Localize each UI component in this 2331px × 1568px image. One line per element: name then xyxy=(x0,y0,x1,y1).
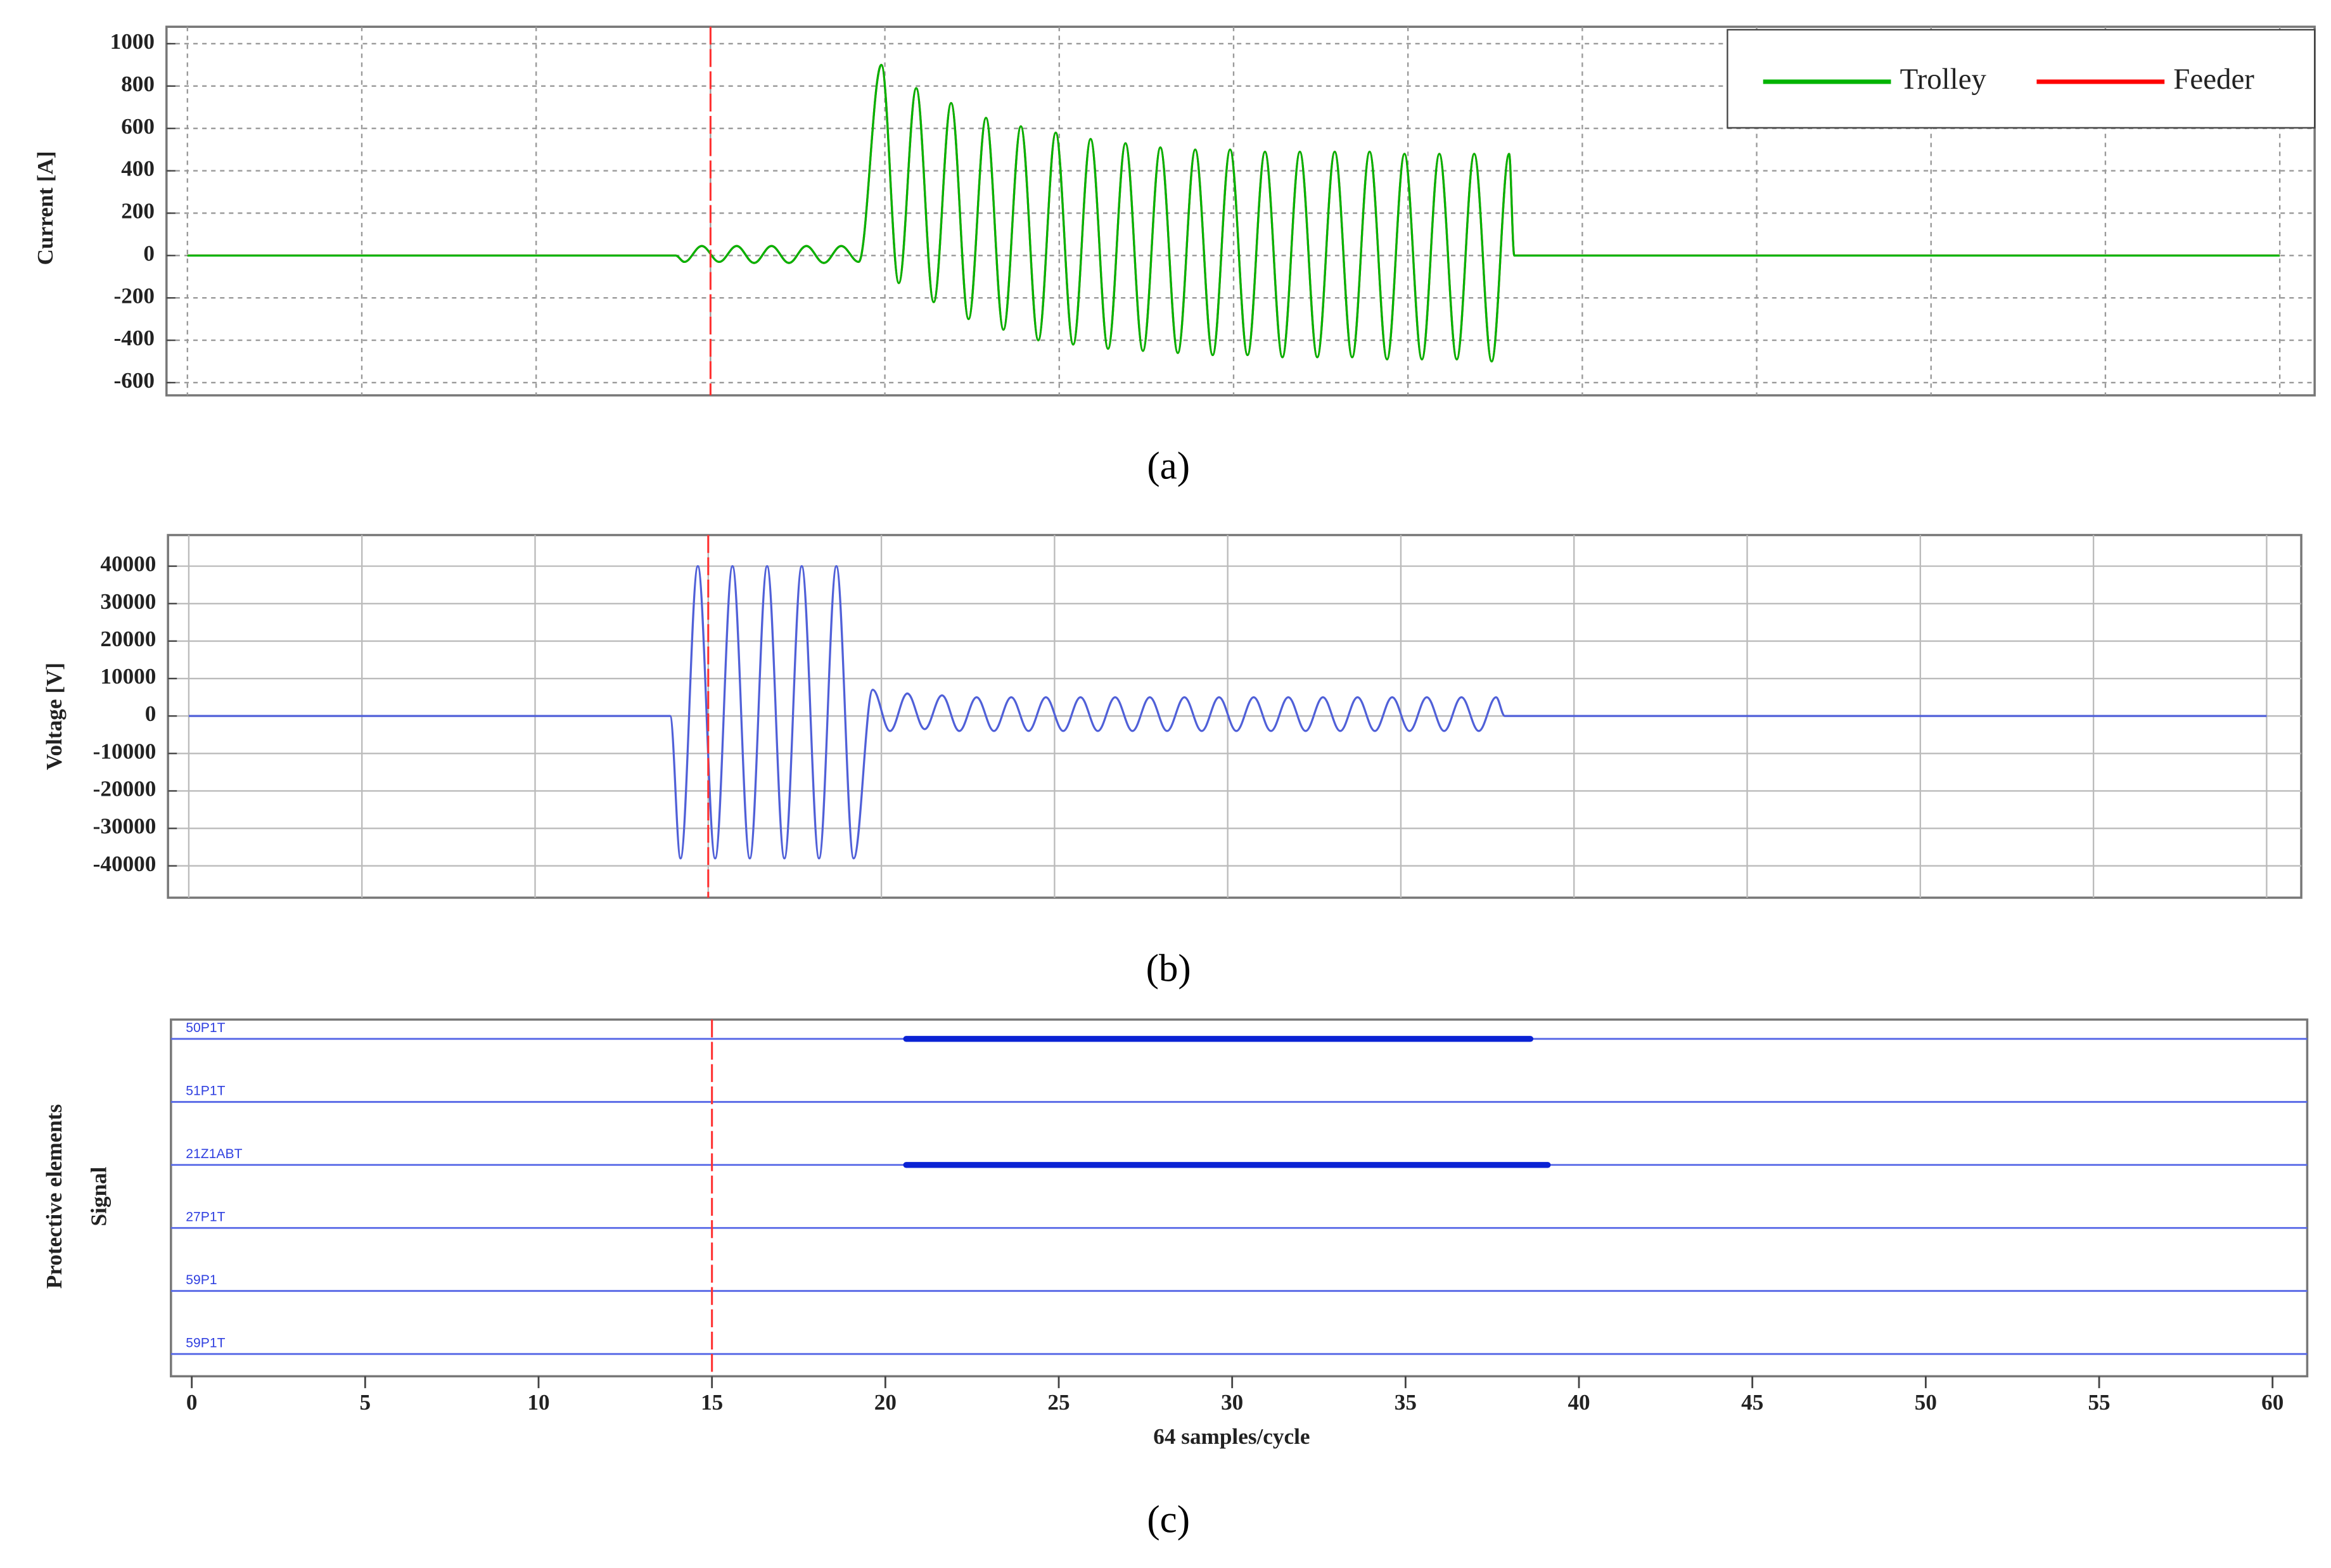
x-tick-label: 5 xyxy=(360,1390,371,1415)
y-tick-label: 20000 xyxy=(100,627,156,651)
y-tick-label: -400 xyxy=(114,326,155,350)
caption: (a) xyxy=(1147,445,1190,487)
x-tick-label: 60 xyxy=(2261,1390,2283,1415)
y-tick-label: 200 xyxy=(121,199,155,224)
legend: Trolley Feeder xyxy=(1727,29,2316,129)
x-tick-label: 30 xyxy=(1221,1390,1243,1415)
plot-frame xyxy=(170,1018,2309,1378)
y-tick-label: -20000 xyxy=(93,777,156,801)
y-axis-title: Voltage [V] xyxy=(42,663,67,770)
signal-label: 59P1T xyxy=(186,1335,225,1350)
legend-box xyxy=(1727,29,2316,129)
signal-label: 59P1 xyxy=(186,1273,217,1287)
x-tick-label: 50 xyxy=(1915,1390,1937,1415)
signal-label: 51P1T xyxy=(186,1083,225,1098)
x-tick-label: 15 xyxy=(701,1390,723,1415)
x-tick-label: 55 xyxy=(2088,1390,2110,1415)
y-tick-label: -10000 xyxy=(93,739,156,763)
y-tick-label: 1000 xyxy=(110,29,155,54)
y-tick-label: 400 xyxy=(121,156,155,181)
x-tick-label: 35 xyxy=(1395,1390,1417,1415)
signal-label: 21Z1ABT xyxy=(186,1147,242,1161)
y-tick-label: 10000 xyxy=(100,664,156,689)
signal-label: 27P1T xyxy=(186,1209,225,1224)
y-tick-label: -600 xyxy=(114,368,155,393)
y-tick-label: -30000 xyxy=(93,814,156,839)
y-axis-title: Signal xyxy=(87,1166,112,1226)
x-tick-label: 20 xyxy=(874,1390,897,1415)
y-axis-title: Current [A] xyxy=(33,151,58,265)
x-tick-label: 45 xyxy=(1741,1390,1763,1415)
y-tick-label: 40000 xyxy=(100,552,156,577)
x-axis-title: 64 samples/cycle xyxy=(1153,1424,1310,1449)
y-tick-label: 30000 xyxy=(100,589,156,614)
y-tick-label: 0 xyxy=(145,701,156,726)
caption: (c) xyxy=(1147,1499,1190,1541)
signal-label: 50P1T xyxy=(186,1021,225,1035)
data-line xyxy=(188,564,2267,860)
legend-label: Feeder xyxy=(2173,63,2254,96)
x-tick-label: 40 xyxy=(1568,1390,1590,1415)
y-axis-title: Protective elements xyxy=(42,1104,67,1289)
y-tick-label: 800 xyxy=(121,72,155,96)
y-tick-label: -40000 xyxy=(93,851,156,876)
x-tick-label: 25 xyxy=(1047,1390,1070,1415)
y-tick-label: 0 xyxy=(143,241,155,265)
legend-label: Trolley xyxy=(1900,63,1987,96)
x-tick-label: 10 xyxy=(527,1390,549,1415)
data-line xyxy=(187,63,2280,363)
caption: (b) xyxy=(1146,947,1191,990)
x-tick-label: 0 xyxy=(186,1390,198,1415)
y-tick-label: -200 xyxy=(114,283,155,308)
y-tick-label: 600 xyxy=(121,114,155,139)
